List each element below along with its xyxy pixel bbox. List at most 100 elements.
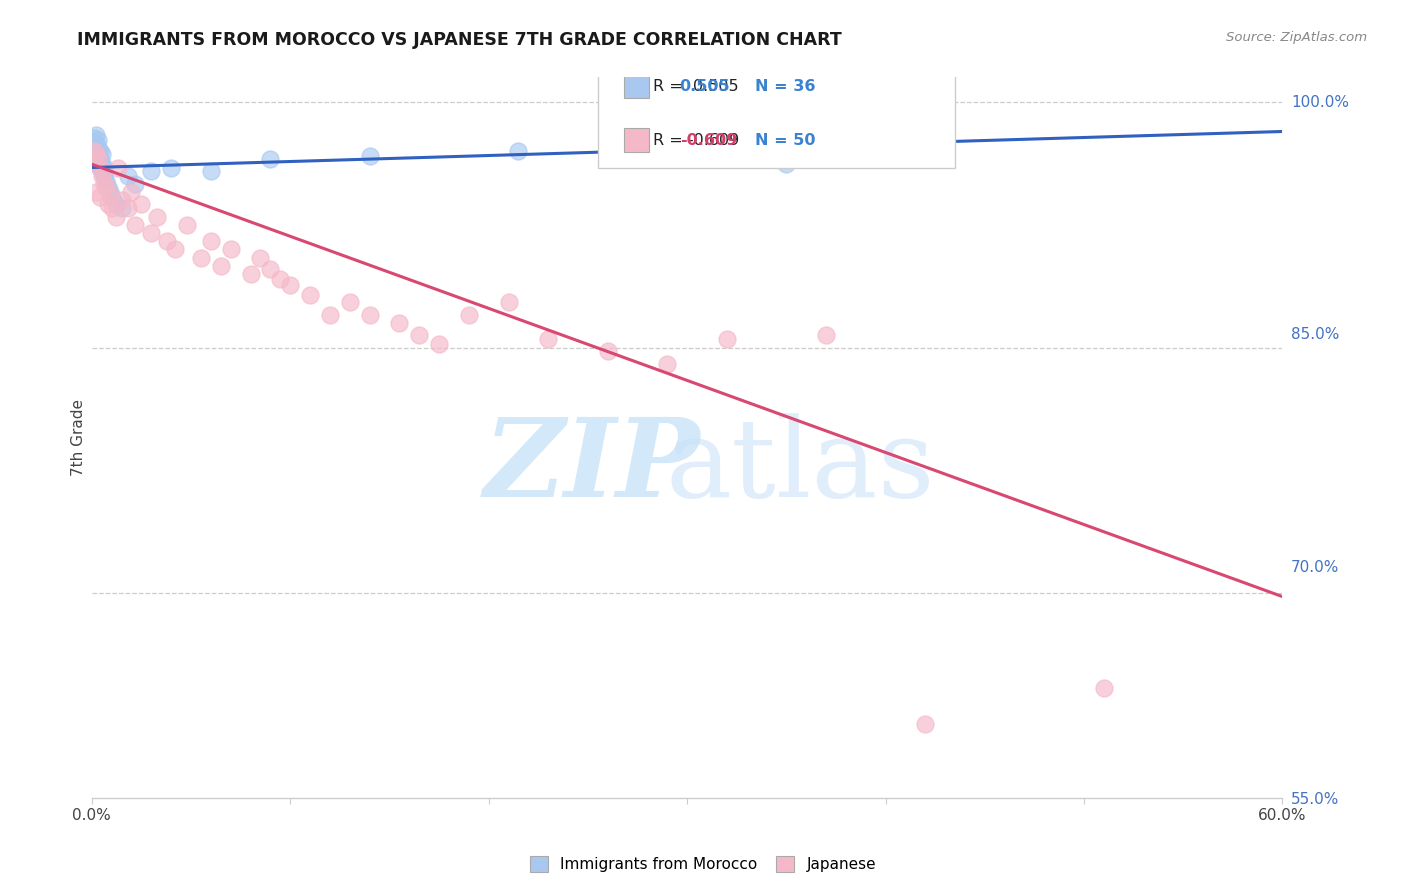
- Point: [124, 218, 146, 232]
- Point: [89, 153, 111, 167]
- Point: [815, 327, 838, 342]
- Point: [83, 147, 105, 161]
- Point: [84, 153, 107, 167]
- Point: [219, 243, 242, 257]
- Point: [259, 262, 281, 277]
- Text: ZIP: ZIP: [484, 413, 700, 520]
- Point: [84, 185, 107, 199]
- Point: [160, 161, 183, 175]
- Point: [156, 234, 179, 248]
- Point: [124, 177, 146, 191]
- Point: [457, 308, 479, 322]
- Point: [716, 333, 738, 347]
- Point: [89, 161, 111, 175]
- Point: [914, 717, 936, 731]
- Point: [131, 196, 153, 211]
- Point: [87, 155, 110, 169]
- Point: [319, 308, 342, 322]
- Point: [498, 294, 520, 309]
- Point: [104, 196, 127, 211]
- Point: [141, 226, 163, 240]
- Text: R = -0.609: R = -0.609: [654, 133, 740, 148]
- Point: [84, 147, 107, 161]
- Point: [117, 202, 139, 216]
- Point: [93, 177, 115, 191]
- Point: [117, 169, 139, 183]
- Point: [90, 147, 112, 161]
- Point: [537, 333, 560, 347]
- Point: [121, 185, 143, 199]
- Point: [84, 128, 107, 142]
- Point: [100, 190, 122, 204]
- Point: [93, 161, 115, 175]
- Point: [110, 202, 132, 216]
- Point: [100, 202, 122, 216]
- Point: [596, 343, 619, 358]
- Point: [339, 294, 361, 309]
- Text: atlas: atlas: [665, 413, 935, 520]
- Text: N = 50: N = 50: [755, 133, 815, 148]
- Point: [269, 272, 291, 286]
- Point: [110, 194, 132, 208]
- Point: [104, 210, 127, 224]
- Point: [98, 188, 121, 202]
- Text: R =  0.505: R = 0.505: [654, 78, 740, 94]
- Point: [1092, 681, 1115, 696]
- Point: [94, 173, 117, 187]
- Point: [388, 316, 411, 330]
- Point: [190, 251, 212, 265]
- Point: [89, 190, 111, 204]
- Point: [84, 136, 107, 150]
- Point: [89, 144, 111, 158]
- Point: [165, 243, 187, 257]
- Point: [89, 161, 111, 175]
- Point: [359, 149, 381, 163]
- Point: [636, 147, 658, 161]
- Point: [278, 278, 301, 293]
- Point: [83, 141, 105, 155]
- Point: [87, 141, 110, 155]
- Point: [259, 153, 281, 167]
- Legend: Immigrants from Morocco, Japanese: Immigrants from Morocco, Japanese: [522, 848, 884, 880]
- FancyBboxPatch shape: [598, 63, 955, 168]
- Point: [200, 163, 222, 178]
- Point: [90, 155, 112, 169]
- Point: [508, 144, 530, 158]
- Point: [83, 131, 105, 145]
- Point: [87, 153, 110, 167]
- Text: 0.505: 0.505: [679, 78, 730, 94]
- Point: [359, 308, 381, 322]
- Text: Source: ZipAtlas.com: Source: ZipAtlas.com: [1226, 31, 1367, 45]
- Point: [90, 163, 112, 178]
- Point: [146, 210, 169, 224]
- Point: [239, 267, 262, 281]
- Point: [299, 288, 322, 302]
- Point: [94, 180, 117, 194]
- Point: [90, 169, 112, 183]
- Point: [97, 196, 120, 211]
- Point: [200, 234, 222, 248]
- Point: [408, 327, 430, 342]
- Point: [657, 357, 679, 371]
- Point: [83, 144, 105, 158]
- Point: [427, 337, 450, 351]
- Point: [141, 163, 163, 178]
- Point: [87, 147, 110, 161]
- Point: [716, 153, 738, 167]
- Point: [87, 133, 110, 147]
- Bar: [624, 74, 650, 97]
- Point: [107, 161, 129, 175]
- Y-axis label: 7th Grade: 7th Grade: [72, 400, 86, 476]
- Text: N = 36: N = 36: [755, 78, 815, 94]
- Point: [98, 185, 121, 199]
- Point: [775, 157, 797, 171]
- Bar: [624, 128, 650, 152]
- Text: -0.609: -0.609: [679, 133, 737, 148]
- Point: [84, 144, 107, 158]
- Point: [176, 218, 198, 232]
- Text: IMMIGRANTS FROM MOROCCO VS JAPANESE 7TH GRADE CORRELATION CHART: IMMIGRANTS FROM MOROCCO VS JAPANESE 7TH …: [77, 31, 842, 49]
- Point: [93, 169, 115, 183]
- Point: [97, 180, 120, 194]
- Point: [209, 259, 232, 273]
- Point: [249, 251, 271, 265]
